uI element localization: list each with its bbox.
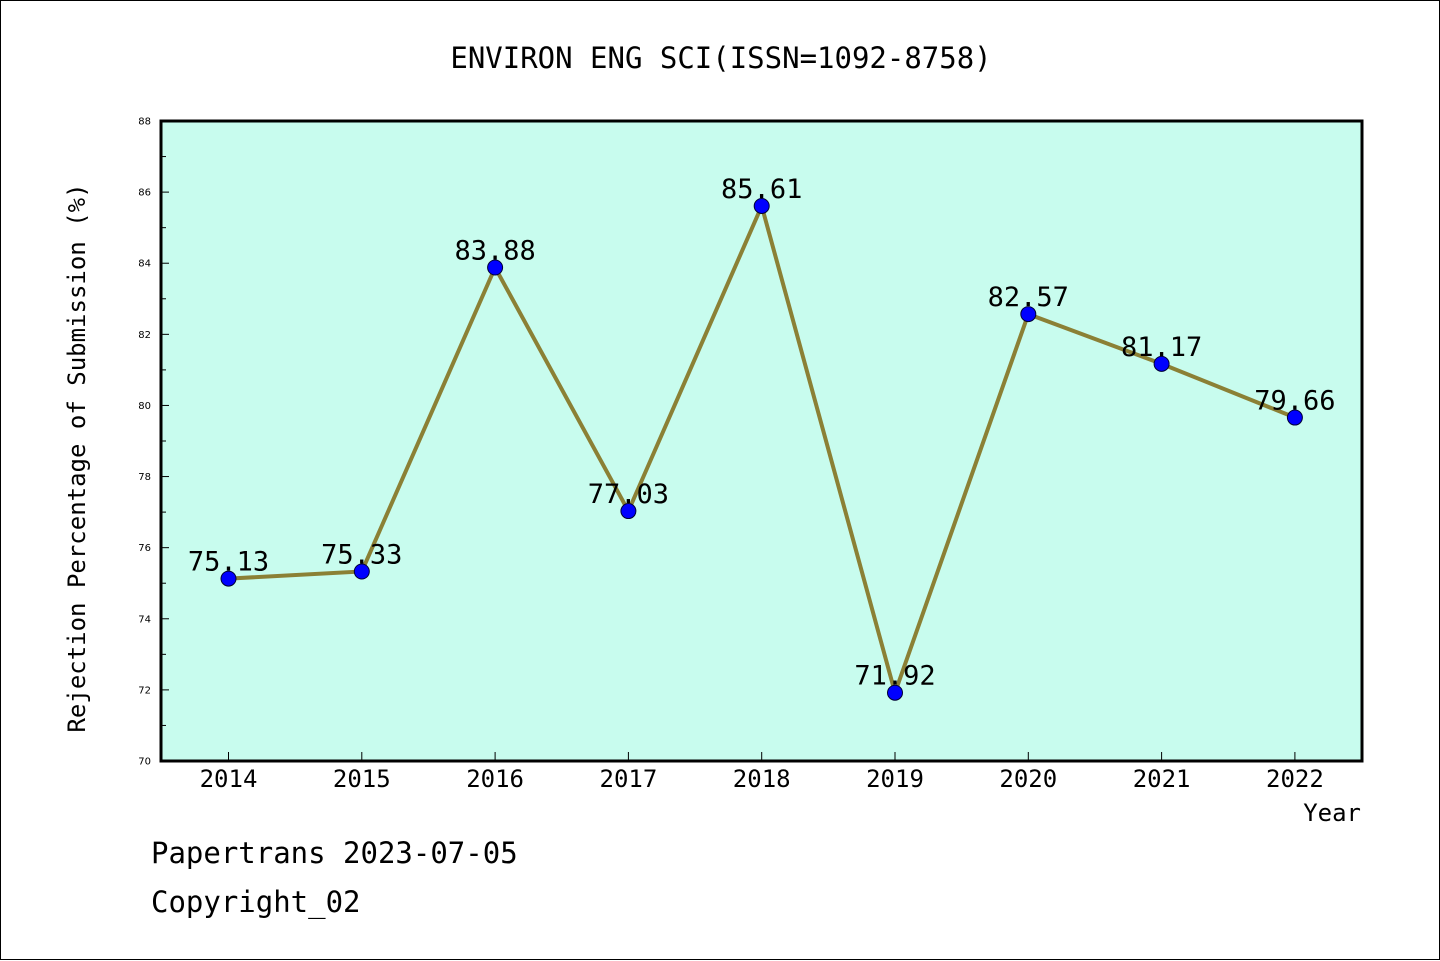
x-tick-label: 2014 xyxy=(200,765,258,793)
plot-area xyxy=(159,119,1364,763)
x-tick-label: 2020 xyxy=(999,765,1057,793)
x-axis-ticks: 2014 2015 2016 2017 2018 2019 2020 2021 2022 xyxy=(200,752,1324,793)
data-markers xyxy=(220,197,1303,701)
x-tick-label: 2019 xyxy=(866,765,924,793)
data-label: 82.57 xyxy=(988,282,1069,313)
y-tick-label: 82 xyxy=(138,330,151,341)
data-point xyxy=(753,197,770,214)
y-tick-label: 84 xyxy=(138,259,151,270)
x-tick-label: 2016 xyxy=(466,765,524,793)
x-tick-label: 2021 xyxy=(1133,765,1191,793)
y-axis-ticks: 70 72 74 76 78 80 82 84 86 88 xyxy=(138,117,169,768)
y-tick-label: 80 xyxy=(138,401,151,412)
data-label: 79.66 xyxy=(1254,386,1335,417)
y-tick-label: 88 xyxy=(138,117,151,128)
x-axis-label: Year xyxy=(1303,799,1361,827)
y-tick-label: 70 xyxy=(138,757,151,768)
data-label: 75.13 xyxy=(188,547,269,578)
data-point xyxy=(887,684,903,701)
source-date-text: Papertrans 2023-07-05 xyxy=(151,836,518,870)
y-tick-label: 74 xyxy=(138,614,151,625)
data-point xyxy=(1286,409,1303,426)
data-labels: 75.13 75.33 83.88 77.03 85.61 71.92 82.57 81.17… xyxy=(188,174,1336,692)
data-point xyxy=(1020,306,1037,323)
data-label: 75.33 xyxy=(321,539,402,570)
data-point xyxy=(620,503,637,520)
copyright-text: Copyright_02 xyxy=(151,885,361,919)
x-tick-label: 2017 xyxy=(600,765,658,793)
data-label: 77.03 xyxy=(588,479,669,510)
y-tick-label: 72 xyxy=(138,685,151,696)
x-tick-label: 2015 xyxy=(333,765,391,793)
y-tick-label: 78 xyxy=(138,472,151,483)
data-point xyxy=(220,570,237,587)
data-point xyxy=(353,563,370,580)
data-label: 71.92 xyxy=(854,661,935,692)
x-tick-label: 2018 xyxy=(733,765,791,793)
data-point xyxy=(1153,355,1170,372)
y-tick-label: 76 xyxy=(138,543,151,554)
x-tick-label: 2022 xyxy=(1266,765,1324,793)
y-tick-label: 86 xyxy=(138,188,151,199)
data-point xyxy=(487,259,504,276)
chart-title: ENVIRON ENG SCI(ISSN=1092-8758) xyxy=(450,41,991,75)
data-label: 81.17 xyxy=(1121,332,1202,363)
data-label: 85.61 xyxy=(721,174,802,205)
y-axis-label: Rejection Percentage of Submission (%) xyxy=(63,183,91,732)
data-label: 83.88 xyxy=(454,235,535,266)
